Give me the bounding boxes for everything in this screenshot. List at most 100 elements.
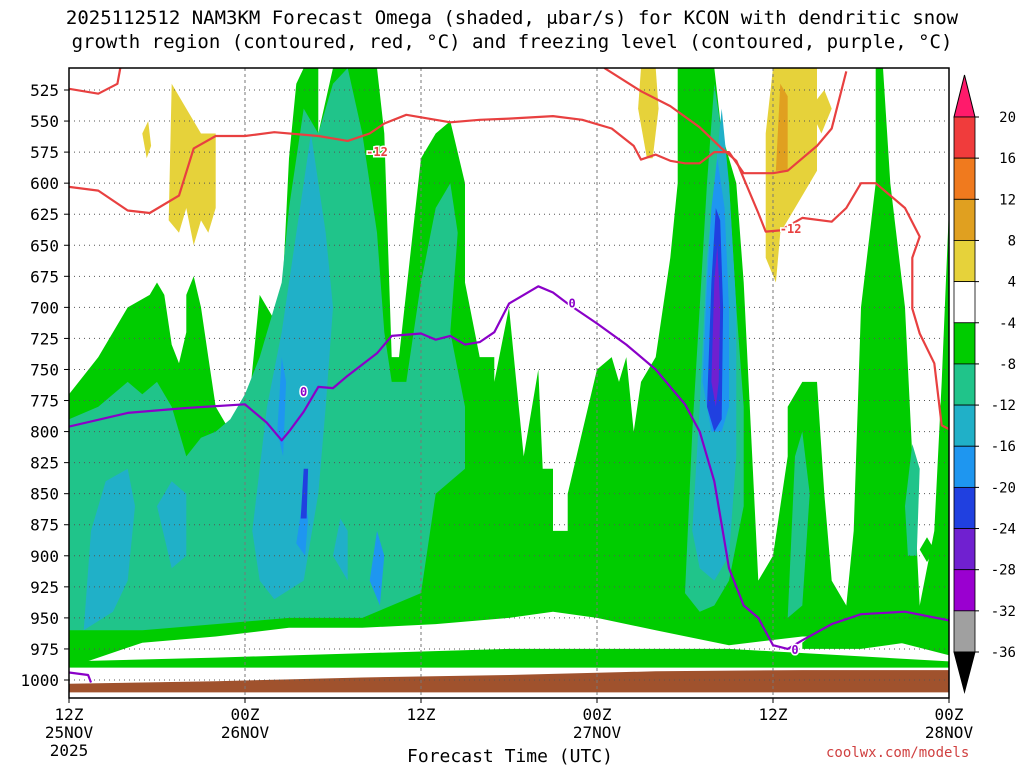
terrain-area	[69, 670, 949, 693]
colorbar-label: 12	[999, 192, 1016, 208]
colorbar-box	[953, 116, 976, 159]
colorbar: 20 16 12 8 4 -4 -8 -12 -16 -20 -24 -28 -32 -36	[953, 74, 1016, 694]
colorbar-label: 4	[1008, 275, 1016, 291]
contour-label-dgz_m12_lower: -12	[780, 222, 802, 236]
terrain-layer	[69, 670, 949, 693]
y-tick-label: 525	[30, 81, 59, 100]
y-tick-label: 900	[30, 547, 59, 566]
colorbar-box	[953, 404, 976, 447]
y-tick-label: 825	[30, 454, 59, 473]
colorbar-box	[953, 240, 976, 283]
colorbar-box	[953, 486, 976, 529]
colorbar-label: 8	[1008, 233, 1016, 249]
x-tick-label: 00Z	[935, 705, 964, 724]
colorbar-label: 20	[999, 110, 1016, 126]
x-tick-label: 12Z	[407, 705, 436, 724]
contour-label-freezing_level: 0	[300, 385, 307, 399]
colorbar-top-triangle	[953, 74, 976, 118]
y-tick-label: 650	[30, 236, 59, 255]
contour-freezing_level	[69, 285, 949, 651]
x-tick-label: 00Z	[583, 705, 612, 724]
plot-area: -12 -12 0 0 0	[68, 67, 950, 699]
x-tick-label: 12Z	[759, 705, 788, 724]
omega-region-neg8-6	[787, 431, 810, 618]
y-tick-label: 700	[30, 298, 59, 317]
contour-dgz_m12	[69, 71, 848, 215]
contour-freezing_level_low	[69, 671, 93, 683]
omega-region-neg16-15	[369, 530, 385, 606]
y-tick-label: 550	[30, 112, 59, 131]
colorbar-box	[953, 610, 976, 653]
y-tick-label: 1000	[20, 671, 59, 690]
omega-region-4-20	[168, 83, 216, 246]
omega-region-neg12-10	[252, 133, 333, 600]
chart-title-line1: 2025112512 NAM3KM Forecast Omega (shaded…	[66, 7, 959, 29]
omega-region-neg12-9	[157, 481, 187, 569]
colorbar-label: -24	[991, 522, 1016, 538]
colorbar-label: -8	[999, 357, 1016, 373]
x-tick-label: 28NOV	[925, 723, 974, 742]
colorbar-box	[953, 528, 976, 571]
y-tick-label: 575	[30, 143, 59, 162]
contour-label-freezing_level: 0	[791, 643, 798, 657]
colorbar-label: -16	[991, 439, 1016, 455]
y-tick-label: 800	[30, 423, 59, 442]
colorbar-bottom-triangle	[953, 651, 976, 694]
y-tick-label: 975	[30, 640, 59, 659]
omega-region-neg12-8	[83, 468, 135, 631]
colorbar-box	[953, 157, 976, 200]
colorbar-label: -32	[991, 604, 1016, 620]
y-tick-label: 750	[30, 360, 59, 379]
omega-shading	[69, 68, 949, 668]
colorbar-box	[953, 363, 976, 406]
omega-region-neg8-7	[905, 444, 920, 556]
y-tick-label: 725	[30, 329, 59, 348]
colorbar-box	[953, 198, 976, 241]
omega-region-neg24-19	[711, 245, 721, 407]
omega-region-neg4-3	[69, 648, 949, 668]
y-tick-label: 625	[30, 205, 59, 224]
contour-lines: -12 -12 0 0 0	[69, 68, 949, 683]
omega-region-4-22	[638, 68, 659, 159]
x-tick-label: 26NOV	[221, 723, 270, 742]
y-tick-label: 775	[30, 392, 59, 411]
omega-region-4-21	[142, 121, 152, 159]
contour-dgz_m12_lower	[603, 68, 949, 431]
colorbar-label: -12	[991, 398, 1016, 414]
y-tick-label: 950	[30, 609, 59, 628]
colorbar-label: -20	[991, 480, 1016, 496]
y-tick-label: 675	[30, 267, 59, 286]
contour-label-dgz_m12: -12	[366, 145, 388, 159]
colorbar-box	[953, 445, 976, 488]
plot-frame	[68, 67, 950, 699]
omega-region-neg4-1	[802, 630, 905, 649]
y-tick-label: 925	[30, 578, 59, 597]
y-tick-label: 850	[30, 485, 59, 504]
colorbar-box	[953, 569, 976, 612]
omega-region-8-25	[775, 83, 788, 171]
y-axis-ticks: 525 550 575 600 625 650 675 700 725 750 775 800 825 8…	[20, 81, 69, 690]
colorbar-label: 16	[999, 151, 1016, 167]
colorbar-label: -28	[991, 563, 1016, 579]
contour-dgz_upper	[69, 68, 122, 95]
x-tick-label: 27NOV	[573, 723, 622, 742]
y-tick-label: 875	[30, 516, 59, 535]
colorbar-label: -36	[991, 645, 1016, 661]
omega-region-neg4-2	[919, 537, 935, 562]
y-tick-label: 600	[30, 174, 59, 193]
chart-title-line2: growth region (contoured, red, °C) and f…	[72, 31, 953, 53]
colorbar-label: -4	[999, 316, 1016, 332]
x-tick-label: 12Z	[55, 705, 84, 724]
x-tick-label: 00Z	[231, 705, 260, 724]
contour-label-freezing_level: 0	[568, 297, 575, 311]
colorbar-box	[953, 322, 976, 365]
omega-region-neg12-11	[333, 518, 348, 581]
x-axis-label: Forecast Time (UTC)	[407, 746, 613, 767]
colorbar-box	[953, 281, 976, 324]
credit-text: coolwx.com/models	[826, 745, 969, 761]
x-tick-label: 25NOV	[45, 723, 94, 742]
x-tick-label: 2025	[50, 741, 89, 760]
omega-region-4-24	[809, 90, 832, 134]
